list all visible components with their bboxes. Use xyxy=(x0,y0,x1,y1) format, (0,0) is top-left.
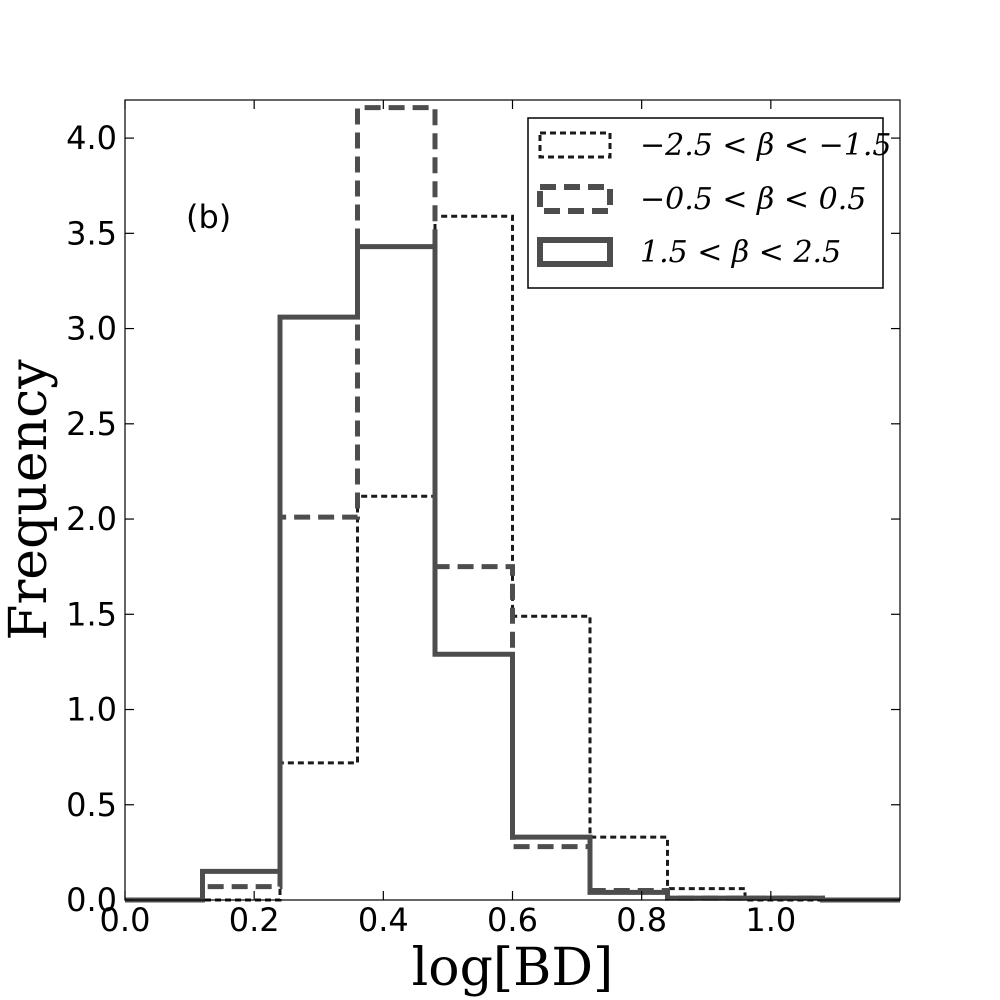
x-tick-label: 0.6 xyxy=(487,901,538,939)
series-3-histogram xyxy=(125,244,900,903)
legend: −2.5 < β < −1.5 −0.5 < β < 0.5 1.5 < β < 2… xyxy=(527,117,891,289)
legend-swatch-1 xyxy=(538,131,612,159)
y-tick-label: 0.0 xyxy=(66,881,117,919)
series-layer xyxy=(125,105,900,903)
legend-label-2: −0.5 < β < 0.5 xyxy=(640,182,866,217)
y-tick-label: 0.5 xyxy=(66,786,117,824)
legend-box xyxy=(527,117,884,289)
series-1-histogram xyxy=(125,214,900,902)
legend-swatch-3 xyxy=(537,237,613,267)
y-tick-label: 2.5 xyxy=(66,405,117,443)
y-tick-label: 2.0 xyxy=(66,500,117,538)
y-tick-label: 4.0 xyxy=(66,119,117,157)
x-tick-label: 0.2 xyxy=(229,901,280,939)
panel-label: (b) xyxy=(186,198,231,236)
x-tick-label: 0.4 xyxy=(358,901,409,939)
y-tick-label: 1.0 xyxy=(66,691,117,729)
legend-label-1: −2.5 < β < −1.5 xyxy=(640,128,891,163)
x-tick-label: 1.0 xyxy=(745,901,796,939)
series-2-histogram xyxy=(125,105,900,903)
y-tick-label: 3.5 xyxy=(66,214,117,252)
x-tick-label: 0.0 xyxy=(100,901,151,939)
y-axis-title: Frequency xyxy=(0,359,59,641)
y-tick-label: 1.5 xyxy=(66,595,117,633)
x-tick-label: 0.8 xyxy=(616,901,667,939)
legend-label-3: 1.5 < β < 2.5 xyxy=(640,235,841,270)
ticks-layer: 0.0 0.2 0.4 0.6 0.8 1.0 0.0 0.5 1.0 1.5 2.0 2.5 3.0 3… xyxy=(66,100,900,939)
legend-swatch-2 xyxy=(537,184,613,214)
y-tick-label: 3.0 xyxy=(66,310,117,348)
x-axis-title: log[BD] xyxy=(412,938,614,998)
